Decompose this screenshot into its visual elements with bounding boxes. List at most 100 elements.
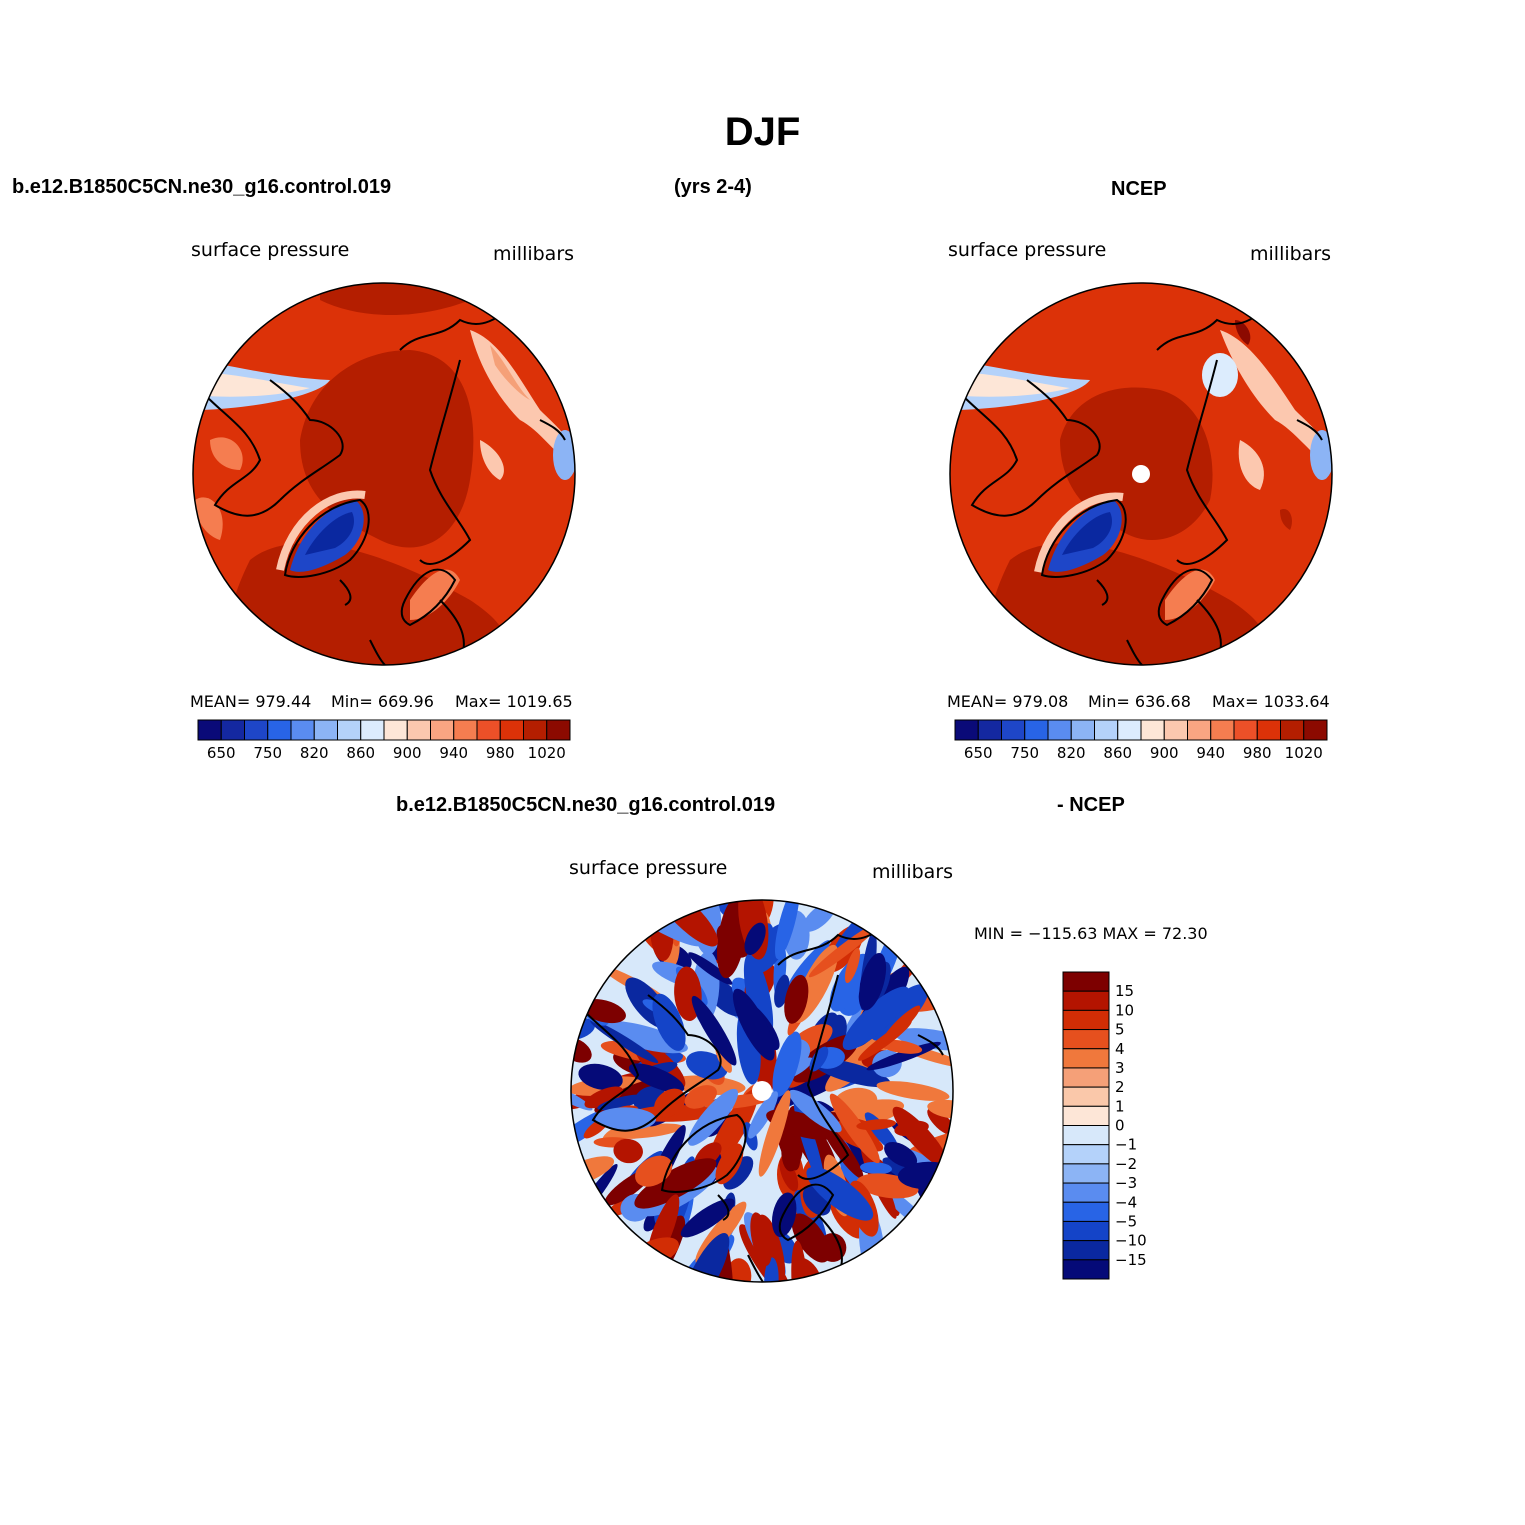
obs-colorbar-swatch: [1303, 719, 1328, 741]
diff-anomaly-patch: [764, 1257, 779, 1282]
diff-anomaly-patch: [879, 1039, 923, 1054]
model-colorbar-swatch: [197, 719, 222, 741]
obs-colorbar-swatch: [977, 719, 1002, 741]
obs-min-stat: Min= 636.68: [1088, 692, 1191, 711]
diff-colorbar-tick-label: 4: [1115, 1040, 1125, 1058]
obs-colorbar-swatch: [1210, 719, 1235, 741]
obs-colorbar-swatch: [1140, 719, 1165, 741]
diff-anomaly-patch: [723, 1156, 754, 1190]
diff-anomaly-patch: [876, 1081, 950, 1101]
case-name-header: b.e12.B1850C5CN.ne30_g16.control.019: [12, 176, 392, 198]
obs-name-header: NCEP: [1111, 178, 1167, 200]
obs-colorbar: 650 750 820 860 900 940 980 1020: [954, 719, 1328, 762]
diff-colorbar-tick-label: 3: [1115, 1059, 1125, 1077]
diff-colorbar-tick-label: 15: [1115, 982, 1134, 1000]
diff-units-label: millibars: [872, 861, 954, 883]
diff-anomaly-patch: [584, 1086, 624, 1109]
model-colorbar-swatch: [383, 719, 408, 741]
diff-anomaly-patch: [808, 922, 880, 978]
obs-colorbar-swatch: [1280, 719, 1305, 741]
model-variable-label: surface pressure: [191, 239, 350, 261]
diff-anomaly-patch: [858, 953, 887, 1011]
model-colorbar-tick-label: 820: [300, 744, 329, 762]
diff-anomaly-patch: [652, 993, 686, 1051]
obs-colorbar-tick-label: 820: [1057, 744, 1086, 762]
diff-colorbar-swatch: [1062, 1144, 1110, 1165]
model-colorbar-swatch: [476, 719, 501, 741]
model-colorbar-swatch: [406, 719, 431, 741]
diff-colorbar-tick-label: −4: [1115, 1193, 1137, 1211]
diff-anomaly-patch: [881, 1005, 921, 1044]
diff-colorbar-tick-label: −5: [1115, 1212, 1137, 1230]
diff-anomaly-patch: [809, 1046, 829, 1072]
figure-title: DJF: [724, 110, 801, 154]
diff-minmax-stat: MIN = −115.63 MAX = 72.30: [974, 924, 1208, 943]
diff-colorbar-swatch: [1062, 1259, 1110, 1280]
diff-anomaly-patch: [590, 1020, 659, 1064]
diff-colorbar-swatch: [1062, 1067, 1110, 1088]
obs-colorbar-swatch: [954, 719, 979, 741]
diff-colorbar-swatch: [1062, 1220, 1110, 1242]
obs-colorbar-tick-label: 900: [1150, 744, 1179, 762]
model-colorbar-swatch: [244, 719, 269, 741]
diff-anomaly-patch: [860, 1162, 892, 1175]
diff-case-header: b.e12.B1850C5CN.ne30_g16.control.019: [396, 794, 776, 816]
model-colorbar: 650 750 820 860 900 940 980 1020: [197, 719, 571, 762]
obs-colorbar-swatch: [1187, 719, 1212, 741]
diff-anomaly-patch: [792, 1257, 822, 1282]
obs-variable-label: surface pressure: [948, 239, 1107, 261]
diff-anomaly-patch: [774, 900, 800, 960]
diff-anomaly-patch: [884, 1141, 918, 1168]
obs-colorbar-tick-label: 750: [1010, 744, 1039, 762]
model-colorbar-swatch: [499, 719, 524, 741]
model-colorbar-tick-label: 750: [253, 744, 282, 762]
model-colorbar-swatch: [546, 719, 571, 741]
model-polar-map: [192, 282, 576, 666]
obs-units-label: millibars: [1250, 243, 1332, 265]
diff-colorbar-tick-label: −1: [1115, 1136, 1137, 1154]
diff-colorbar-tick-label: 10: [1115, 1001, 1134, 1019]
diff-anomaly-patch: [842, 986, 910, 1051]
diff-anomaly-patch: [715, 1143, 744, 1185]
diff-colorbar-tick-label: 2: [1115, 1078, 1125, 1096]
obs-colorbar-swatch: [1070, 719, 1095, 741]
diff-colorbar-swatch: [1062, 1029, 1110, 1050]
model-colorbar-swatch: [313, 719, 338, 741]
model-colorbar-swatch: [453, 719, 478, 741]
model-colorbar-tick-label: 900: [393, 744, 422, 762]
diff-anomaly-patch: [784, 974, 809, 1024]
diff-anomaly-patch: [866, 1041, 941, 1071]
diff-anomaly-patch: [779, 1157, 799, 1192]
obs-colorbar-swatch: [1047, 719, 1072, 741]
obs-colorbar-swatch: [1233, 719, 1258, 741]
diff-colorbar-swatch: [1062, 1240, 1110, 1261]
diff-anomaly-patch: [829, 1093, 880, 1164]
diff-anomaly-patch: [581, 999, 626, 1024]
obs-colorbar-tick-label: 980: [1243, 744, 1272, 762]
diff-variable-label: surface pressure: [569, 857, 728, 879]
diff-colorbar-swatch: [1062, 1048, 1110, 1069]
model-colorbar-swatch: [523, 719, 548, 741]
diff-anomaly-patch: [772, 1031, 802, 1097]
diff-anomaly-patch: [682, 1233, 730, 1282]
diff-anomaly-patch: [686, 1051, 728, 1080]
diff-anomaly-patch: [844, 947, 861, 983]
obs-mean-stat: MEAN= 979.08: [947, 692, 1069, 711]
model-mean-stat: MEAN= 979.44: [190, 692, 312, 711]
diff-anomaly-patch: [726, 1258, 752, 1282]
obs-colorbar-swatch: [1163, 719, 1188, 741]
obs-colorbar-swatch: [1117, 719, 1142, 741]
diff-colorbar-swatch: [1062, 1201, 1110, 1222]
diff-colorbar-swatch: [1062, 990, 1110, 1011]
model-colorbar-swatch: [290, 719, 315, 741]
obs-colorbar-tick-label: 860: [1103, 744, 1132, 762]
obs-colorbar-swatch: [1094, 719, 1119, 741]
diff-anomaly-patch: [571, 1083, 593, 1111]
diff-anomaly-patch: [635, 1155, 673, 1187]
diff-colorbar-swatch: [1062, 1105, 1110, 1126]
diff-anomaly-patch: [748, 1091, 778, 1139]
model-colorbar-tick-label: 940: [439, 744, 468, 762]
model-colorbar-tick-label: 650: [207, 744, 236, 762]
diff-anomaly-patch: [758, 1090, 791, 1177]
